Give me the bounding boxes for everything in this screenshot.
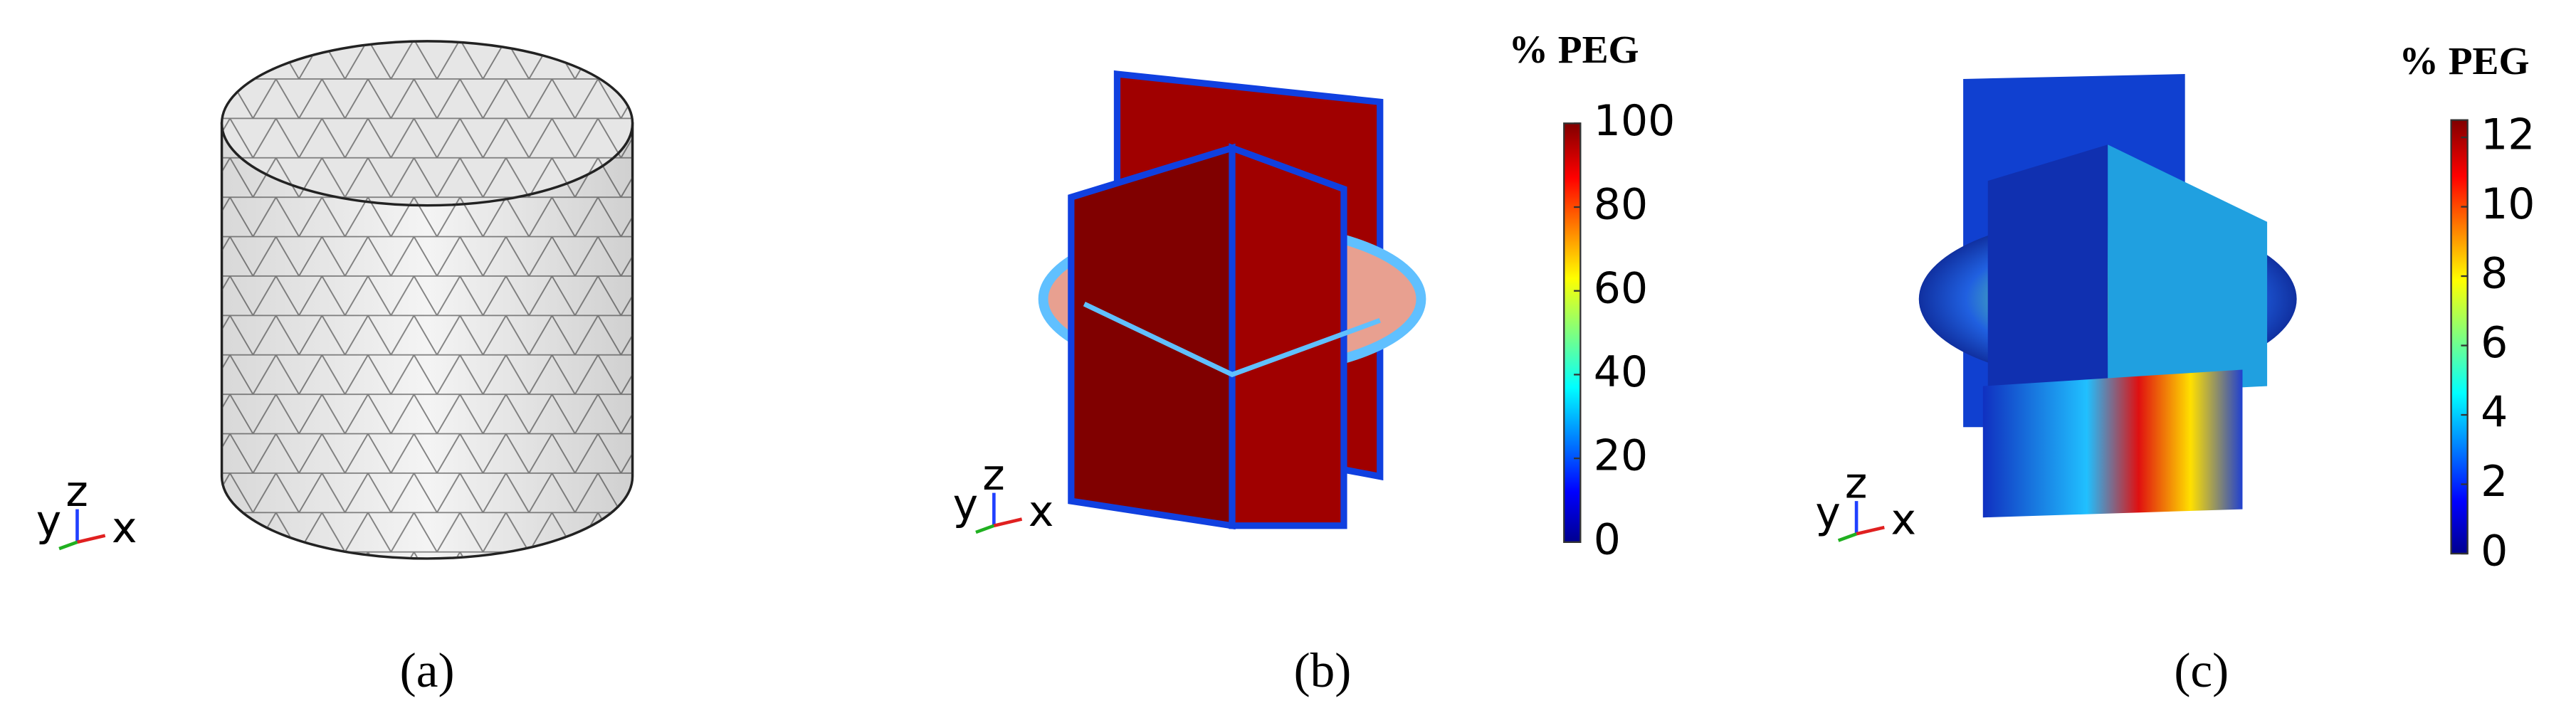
peg-slices-b (1038, 70, 1426, 530)
colorbar-tick-label: 2 (2481, 457, 2508, 507)
colorbar-c (2450, 119, 2469, 555)
colorbar-tick-label: 40 (1594, 347, 1648, 397)
triad-axis (1837, 532, 1857, 542)
colorbar-tick-label: 0 (1594, 514, 1621, 564)
triad-label: x (112, 503, 137, 553)
colorbar-tick-label: 100 (1594, 96, 1676, 146)
colorbar-title: % PEG (2399, 39, 2530, 83)
triad-label: y (1815, 488, 1841, 538)
colorbar-tick-label: 80 (1594, 180, 1648, 230)
colorbar-tick-label: 4 (2481, 388, 2508, 438)
triad-label: z (65, 467, 88, 517)
triad-label: y (953, 480, 979, 530)
colorbar-tick-label: 0 (2481, 527, 2508, 576)
triad-label: y (36, 497, 62, 547)
triad-label: x (1891, 495, 1917, 544)
triad-axis (76, 534, 106, 544)
panel-label: (a) (400, 643, 455, 697)
mesh-cylinder (220, 40, 634, 560)
colorbar-title: % PEG (1509, 28, 1639, 71)
panel-label: (c) (2174, 643, 2229, 697)
triad-label: z (1845, 459, 1868, 509)
triad-label: x (1029, 487, 1054, 537)
triad-axis (58, 540, 78, 551)
panel-label: (b) (1294, 643, 1352, 697)
colorbar-tick-label: 12 (2481, 110, 2535, 160)
colorbar-tick-label: 6 (2481, 318, 2508, 368)
colorbar-tick-label: 60 (1594, 263, 1648, 313)
colorbar-b (1563, 122, 1582, 543)
colorbar-tick-label: 20 (1594, 431, 1648, 481)
triad-axis (993, 517, 1023, 528)
peg-slices-c (1918, 74, 2297, 518)
colorbar-tick-label: 8 (2481, 249, 2508, 299)
colorbar-tick-label: 10 (2481, 179, 2535, 229)
triad-axis (1856, 525, 1885, 536)
triad-axis (975, 524, 995, 534)
triad-label: z (982, 450, 1005, 500)
